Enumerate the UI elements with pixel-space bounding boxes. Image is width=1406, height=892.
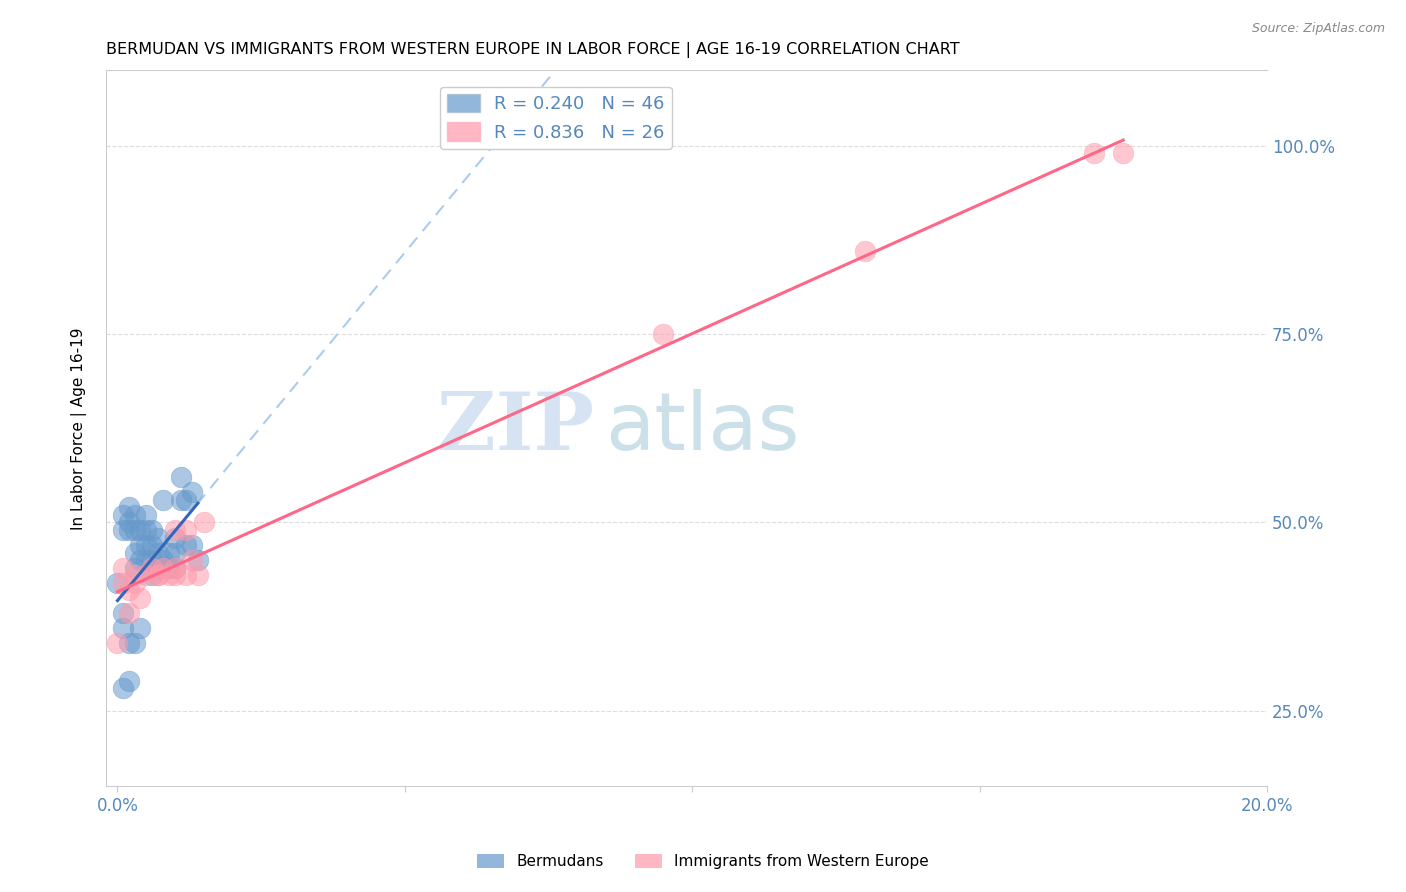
Point: [118, 673, 141, 688]
Point: [112, 681, 135, 696]
Point: [163, 560, 186, 574]
Point: [135, 553, 157, 567]
Point: [124, 568, 146, 582]
Point: [1083, 146, 1105, 161]
Point: [135, 523, 157, 537]
Point: [107, 575, 129, 590]
Point: [193, 516, 215, 530]
Text: Source: ZipAtlas.com: Source: ZipAtlas.com: [1251, 22, 1385, 36]
Legend: R = 0.240   N = 46, R = 0.836   N = 26: R = 0.240 N = 46, R = 0.836 N = 26: [440, 87, 672, 149]
Point: [107, 636, 129, 650]
Point: [118, 523, 141, 537]
Point: [157, 545, 180, 559]
Point: [135, 538, 157, 552]
Point: [124, 560, 146, 574]
Point: [157, 568, 180, 582]
Point: [163, 523, 186, 537]
Point: [652, 327, 675, 342]
Point: [141, 568, 163, 582]
Point: [141, 523, 163, 537]
Point: [187, 568, 209, 582]
Point: [124, 508, 146, 522]
Point: [163, 545, 186, 559]
Point: [176, 523, 198, 537]
Text: ZIP: ZIP: [437, 389, 593, 467]
Point: [124, 575, 146, 590]
Point: [187, 553, 209, 567]
Point: [141, 538, 163, 552]
Point: [1112, 146, 1135, 161]
Point: [176, 568, 198, 582]
Point: [146, 545, 169, 559]
Point: [112, 621, 135, 635]
Point: [118, 500, 141, 515]
Point: [112, 508, 135, 522]
Point: [118, 636, 141, 650]
Point: [112, 606, 135, 620]
Point: [146, 560, 169, 574]
Point: [146, 568, 169, 582]
Point: [118, 606, 141, 620]
Y-axis label: In Labor Force | Age 16-19: In Labor Force | Age 16-19: [72, 327, 87, 530]
Point: [170, 470, 193, 484]
Point: [118, 516, 141, 530]
Point: [118, 583, 141, 598]
Point: [112, 560, 135, 574]
Point: [170, 492, 193, 507]
Point: [129, 591, 152, 605]
Point: [163, 531, 186, 545]
Text: atlas: atlas: [605, 389, 800, 467]
Point: [176, 492, 198, 507]
Point: [129, 523, 152, 537]
Point: [135, 508, 157, 522]
Point: [181, 553, 204, 567]
Point: [141, 553, 163, 567]
Point: [107, 817, 129, 831]
Text: BERMUDAN VS IMMIGRANTS FROM WESTERN EUROPE IN LABOR FORCE | AGE 16-19 CORRELATIO: BERMUDAN VS IMMIGRANTS FROM WESTERN EURO…: [105, 42, 960, 58]
Point: [112, 575, 135, 590]
Point: [152, 560, 174, 574]
Legend: Bermudans, Immigrants from Western Europe: Bermudans, Immigrants from Western Europ…: [471, 848, 935, 875]
Point: [124, 545, 146, 559]
Point: [129, 538, 152, 552]
Point: [157, 560, 180, 574]
Point: [135, 568, 157, 582]
Point: [112, 523, 135, 537]
Point: [853, 244, 876, 259]
Point: [163, 568, 186, 582]
Point: [146, 531, 169, 545]
Point: [141, 560, 163, 574]
Point: [146, 568, 169, 582]
Point: [129, 621, 152, 635]
Point: [124, 523, 146, 537]
Point: [129, 553, 152, 567]
Point: [152, 492, 174, 507]
Point: [152, 553, 174, 567]
Point: [181, 538, 204, 552]
Point: [181, 485, 204, 500]
Point: [163, 560, 186, 574]
Point: [124, 636, 146, 650]
Point: [176, 538, 198, 552]
